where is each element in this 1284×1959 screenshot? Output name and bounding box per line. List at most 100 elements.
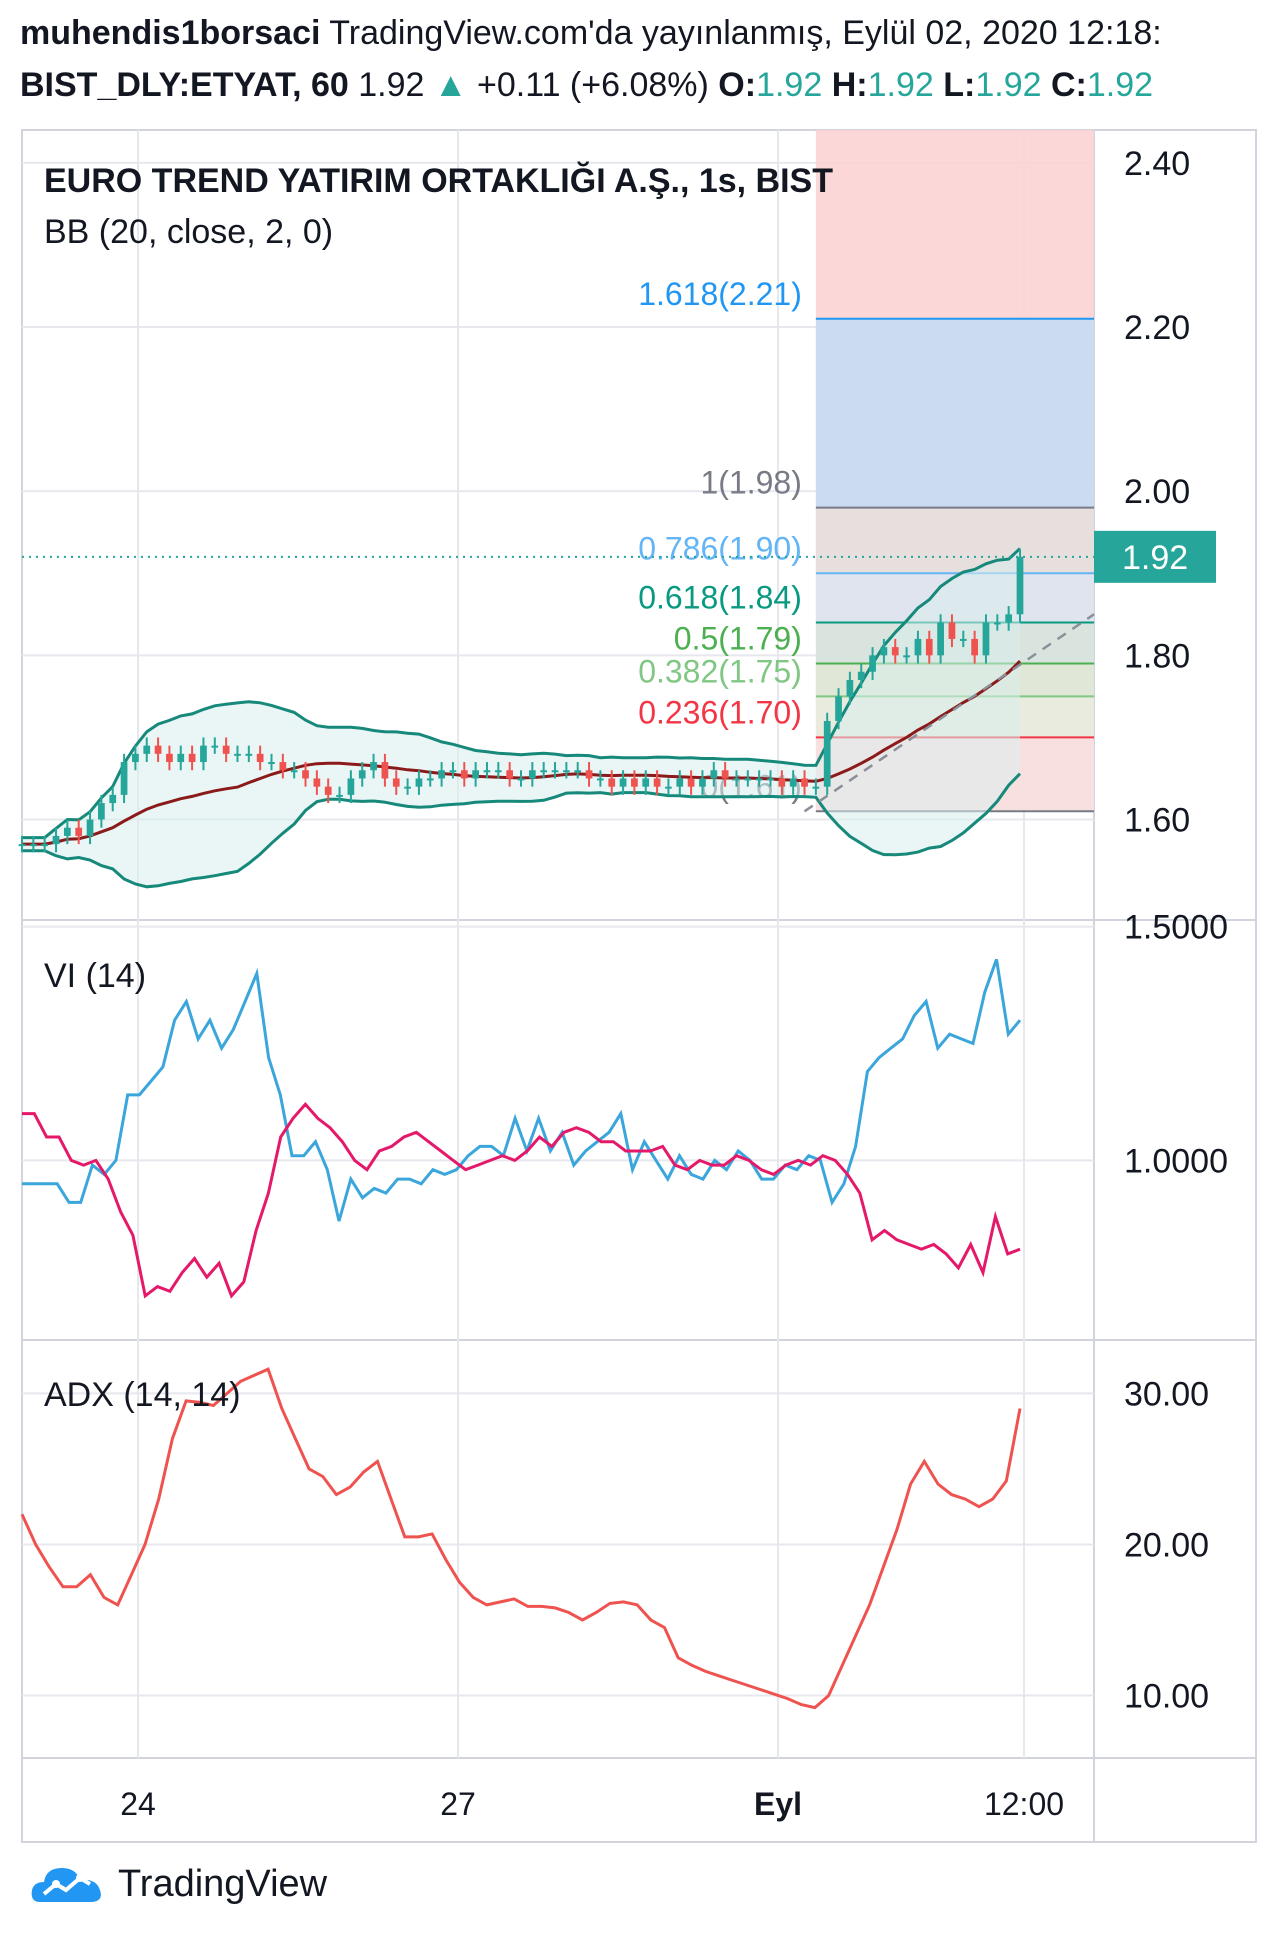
symbol-name[interactable]: BIST_DLY:ETYAT, 60 bbox=[20, 66, 349, 104]
candle-body bbox=[154, 745, 162, 754]
candle-body bbox=[438, 770, 445, 779]
candle-body bbox=[744, 778, 752, 781]
candle-body bbox=[381, 762, 389, 779]
candle-body bbox=[143, 745, 151, 754]
candle-body bbox=[733, 778, 740, 781]
fib-level-label: 0.382(1.75) bbox=[638, 653, 802, 689]
candle-body bbox=[279, 762, 287, 771]
candle-body bbox=[483, 770, 491, 773]
candle-body bbox=[268, 762, 275, 765]
candle-body bbox=[959, 638, 967, 641]
fib-level-label: 0.236(1.70) bbox=[638, 694, 802, 730]
fib-zone bbox=[815, 507, 1094, 574]
candle-body bbox=[404, 786, 411, 789]
y-tick-label: 2.20 bbox=[1124, 309, 1190, 347]
fib-level-label: 0.5(1.79) bbox=[674, 621, 802, 657]
bb-indicator-label: BB (20, close, 2, 0) bbox=[44, 213, 333, 251]
candle-body bbox=[835, 696, 842, 721]
last-price: 1.92 bbox=[358, 66, 425, 104]
candle-body bbox=[699, 778, 706, 787]
candle-body bbox=[98, 803, 105, 820]
candle-body bbox=[608, 778, 616, 787]
candle-body bbox=[971, 638, 979, 656]
candle-body bbox=[52, 835, 60, 845]
fib-level-label: 0.786(1.90) bbox=[638, 530, 802, 566]
price-pane-title: EURO TREND YATIRIM ORTAKLIĞI A.Ş., 1s, B… bbox=[44, 162, 833, 200]
candle-body bbox=[460, 770, 468, 779]
bb-lower-band bbox=[22, 772, 1022, 889]
candle-body bbox=[347, 778, 355, 795]
bb-fill bbox=[22, 548, 1020, 887]
published-text: TradingView.com'da yayınlanmış, Eylül 02… bbox=[329, 14, 1162, 52]
candle-body bbox=[506, 770, 514, 779]
fib-level-label: 0.618(1.84) bbox=[638, 580, 802, 616]
candle-body bbox=[177, 753, 185, 763]
adx-line bbox=[20, 1367, 1022, 1710]
trend-line bbox=[803, 613, 1095, 813]
candle-body bbox=[869, 655, 876, 672]
open-value: 1.92 bbox=[756, 66, 823, 104]
vi-minus-line bbox=[22, 1102, 1021, 1299]
candle-body bbox=[75, 827, 83, 836]
candle-body bbox=[801, 778, 808, 787]
candle-body bbox=[494, 770, 502, 773]
candle-body bbox=[132, 753, 139, 763]
candle-body bbox=[619, 778, 627, 787]
high-label: H: bbox=[831, 66, 868, 104]
candle-body bbox=[109, 794, 117, 804]
candle-body bbox=[687, 778, 695, 787]
candle-body bbox=[857, 671, 865, 680]
candle-body bbox=[551, 770, 559, 773]
vi-pane-title: VI (14) bbox=[44, 957, 146, 995]
candle-body bbox=[937, 622, 944, 656]
candle-body bbox=[914, 638, 922, 656]
candle-body bbox=[222, 745, 230, 754]
candle-body bbox=[234, 753, 241, 756]
candle-body bbox=[256, 753, 264, 763]
last-price-badge bbox=[1094, 530, 1216, 583]
y-tick-label: 1.0000 bbox=[1124, 1142, 1228, 1180]
candle-body bbox=[63, 827, 71, 836]
candle-body bbox=[211, 745, 219, 748]
candle-body bbox=[392, 778, 400, 787]
tradingview-cloud-logo-icon[interactable] bbox=[30, 1862, 106, 1906]
candle-body bbox=[676, 778, 684, 787]
candle-body bbox=[302, 770, 309, 779]
footer-brand[interactable]: TradingView bbox=[118, 1862, 328, 1905]
candle-body bbox=[574, 770, 582, 773]
x-tick-label: 12:00 bbox=[984, 1786, 1064, 1822]
candle-body bbox=[18, 844, 26, 847]
candle-body bbox=[903, 655, 910, 658]
candle-body bbox=[823, 721, 831, 787]
publish-header: muhendis1borsaci TradingView.com'da yayı… bbox=[20, 14, 1162, 53]
close-value: 1.92 bbox=[1086, 66, 1154, 104]
candle-body bbox=[540, 770, 548, 773]
candle-body bbox=[449, 770, 457, 773]
candle-body bbox=[358, 770, 366, 779]
candle-body bbox=[880, 647, 888, 656]
y-tick-label: 10.00 bbox=[1124, 1678, 1209, 1716]
candle-body bbox=[290, 770, 298, 773]
author-name[interactable]: muhendis1borsaci bbox=[20, 14, 321, 52]
candle-body bbox=[846, 679, 854, 697]
footer: TradingView bbox=[30, 1862, 327, 1906]
open-label: O: bbox=[718, 66, 757, 104]
fib-level-label: 1.618(2.21) bbox=[638, 276, 802, 312]
candle-body bbox=[188, 753, 196, 763]
candle-body bbox=[324, 786, 332, 795]
vi-plus-line bbox=[22, 958, 1022, 1222]
fib-level-label: 1(1.98) bbox=[700, 465, 801, 501]
high-value: 1.92 bbox=[867, 66, 934, 104]
candle-body bbox=[517, 778, 525, 781]
candle-body bbox=[41, 844, 49, 847]
y-tick-label: 20.00 bbox=[1124, 1526, 1209, 1564]
adx-pane-title: ADX (14, 14) bbox=[44, 1376, 241, 1414]
bb-upper-band bbox=[22, 547, 1022, 840]
candle-body bbox=[245, 753, 253, 756]
candle-body bbox=[925, 638, 933, 656]
candle-body bbox=[1005, 614, 1013, 623]
candle-body bbox=[426, 778, 434, 781]
candle-body bbox=[313, 778, 321, 787]
candle-body bbox=[789, 778, 797, 787]
